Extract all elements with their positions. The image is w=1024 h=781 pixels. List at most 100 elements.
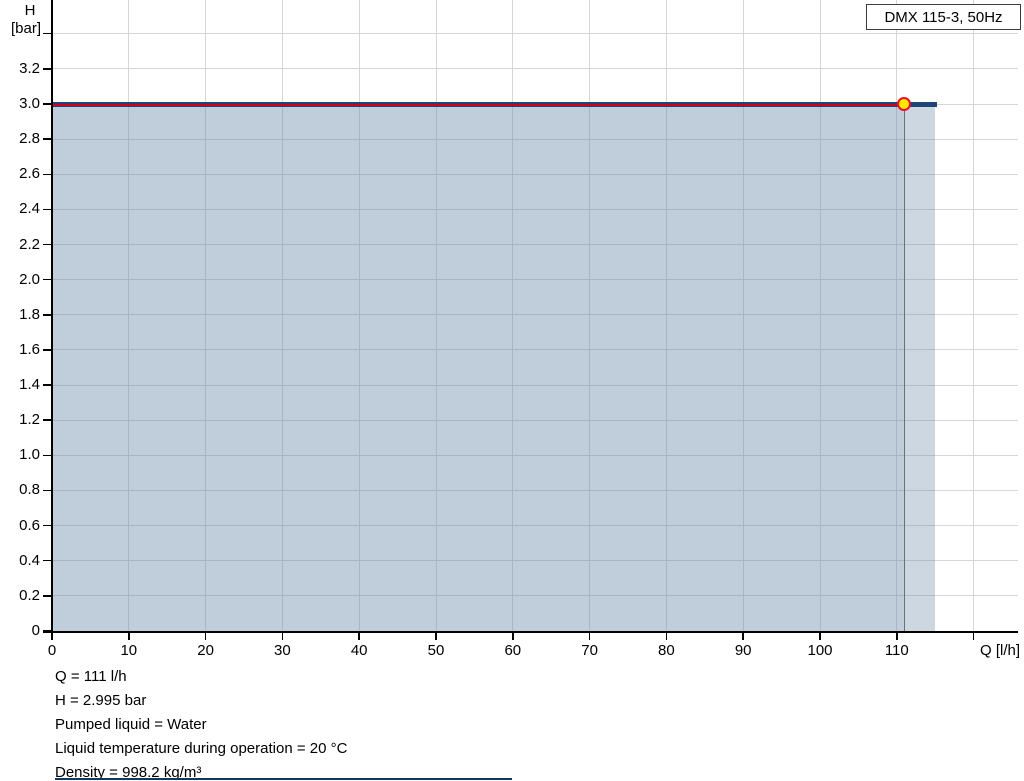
y-tick-label: 1.0 [19, 446, 40, 464]
gridline-horizontal [52, 314, 1018, 316]
x-tick-label: 50 [427, 642, 445, 659]
y-axis-tick [43, 489, 52, 492]
gridline-vertical [896, 0, 898, 631]
info-line-density: Density = 998.2 kg/m³ [55, 764, 202, 781]
legend-box: DMX 115-3, 50Hz [866, 4, 1021, 30]
duty-range-line[interactable] [52, 103, 905, 106]
gridline-horizontal [52, 208, 1018, 210]
y-axis-title-symbol: H [24, 2, 36, 19]
y-axis-tick [43, 349, 52, 351]
gridline-horizontal [52, 68, 1018, 70]
y-tick-label: 2.8 [19, 130, 40, 148]
gridline-vertical [128, 0, 130, 631]
info-line-temperature: Liquid temperature during operation = 20… [55, 740, 348, 757]
info-line-liquid: Pumped liquid = Water [55, 716, 207, 733]
gridline-vertical [205, 0, 207, 631]
x-axis-line [43, 631, 1018, 633]
x-tick-label: 90 [734, 642, 752, 659]
footer-rule [55, 778, 512, 780]
gridline-horizontal [52, 384, 1018, 386]
x-tick-label: 60 [504, 642, 522, 659]
y-axis-tick [43, 278, 52, 281]
gridline-horizontal [52, 454, 1018, 456]
gridline-vertical [665, 0, 667, 631]
y-tick-label: 2.2 [19, 235, 40, 253]
x-tick-label: 40 [350, 642, 368, 659]
x-tick-label: 10 [120, 642, 138, 659]
y-axis-line [51, 0, 53, 633]
gridline-vertical [435, 0, 437, 631]
y-axis-title-unit: [bar] [10, 20, 41, 37]
x-axis-tick [128, 631, 130, 640]
y-axis-tick [43, 524, 52, 527]
gridline-vertical [512, 0, 514, 631]
gridline-vertical [281, 0, 283, 631]
gridline-horizontal [52, 595, 1018, 597]
y-axis-tick [43, 454, 52, 457]
legend-label: DMX 115-3, 50Hz [884, 8, 1003, 26]
y-axis-tick [43, 595, 52, 597]
x-tick-label: 20 [197, 642, 214, 659]
y-axis-tick [43, 559, 52, 562]
gridline-horizontal [52, 279, 1018, 281]
y-tick-label: 3.0 [19, 95, 40, 112]
x-axis-tick [896, 631, 898, 640]
duty-fill-overlay [52, 104, 905, 631]
y-axis-tick [43, 314, 52, 316]
y-axis-tick [43, 68, 52, 70]
y-tick-label: 1.4 [19, 376, 40, 394]
gridline-vertical [819, 0, 821, 631]
gridline-horizontal [52, 244, 1018, 246]
x-axis-tick [972, 631, 975, 640]
gridline-horizontal [52, 33, 1018, 35]
y-axis-tick [43, 32, 52, 35]
x-axis-tick [665, 631, 668, 640]
x-axis-tick [435, 631, 437, 640]
gridline-horizontal [52, 560, 1018, 562]
gridline-horizontal [52, 173, 1018, 175]
y-axis-tick [43, 208, 52, 211]
x-axis-tick [204, 631, 207, 640]
y-tick-label: 0.8 [19, 481, 40, 499]
y-tick-label: 2.0 [19, 270, 40, 288]
gridline-vertical [742, 0, 744, 631]
gridline-vertical [589, 0, 591, 631]
y-tick-label: 1.8 [19, 305, 40, 323]
y-axis-tick [43, 384, 52, 386]
x-tick-label: 70 [581, 642, 598, 659]
x-tick-label: 80 [658, 642, 675, 659]
x-axis-tick [358, 631, 360, 640]
y-tick-label: 2.4 [19, 200, 40, 218]
gridline-vertical [973, 0, 975, 631]
gridline-horizontal [52, 349, 1018, 351]
y-tick-label: 0.4 [19, 551, 40, 569]
gridline-horizontal [52, 489, 1018, 491]
curve-fill-area [52, 104, 936, 631]
y-tick-label: 1.6 [19, 340, 40, 358]
duty-point-marker[interactable] [896, 97, 911, 112]
x-tick-label: 100 [807, 642, 833, 659]
y-axis-tick [43, 173, 52, 176]
x-tick-label: 110 [884, 642, 909, 659]
x-axis-tick [742, 631, 744, 640]
info-line-flow: Q = 111 l/h [55, 668, 127, 685]
y-tick-label: 1.2 [19, 411, 40, 429]
result-info-panel: Q = 111 l/h H = 2.995 bar Pumped liquid … [55, 665, 347, 781]
x-axis-title: Q [l/h] [979, 642, 1020, 659]
y-tick-label: 0 [31, 622, 40, 639]
gridline-horizontal [52, 419, 1018, 421]
y-axis-tick [43, 138, 52, 140]
gridline-horizontal [52, 525, 1018, 527]
x-axis-tick [588, 631, 591, 640]
y-axis-tick [43, 103, 52, 105]
y-tick-label: 0.2 [19, 586, 40, 604]
x-tick-label: 30 [274, 642, 291, 659]
x-axis-tick [281, 631, 284, 640]
y-tick-label: 3.2 [19, 59, 40, 77]
y-axis-tick [43, 419, 52, 421]
x-axis-tick [51, 631, 53, 640]
x-tick-label: 0 [47, 642, 57, 659]
gridline-horizontal [52, 138, 1018, 140]
